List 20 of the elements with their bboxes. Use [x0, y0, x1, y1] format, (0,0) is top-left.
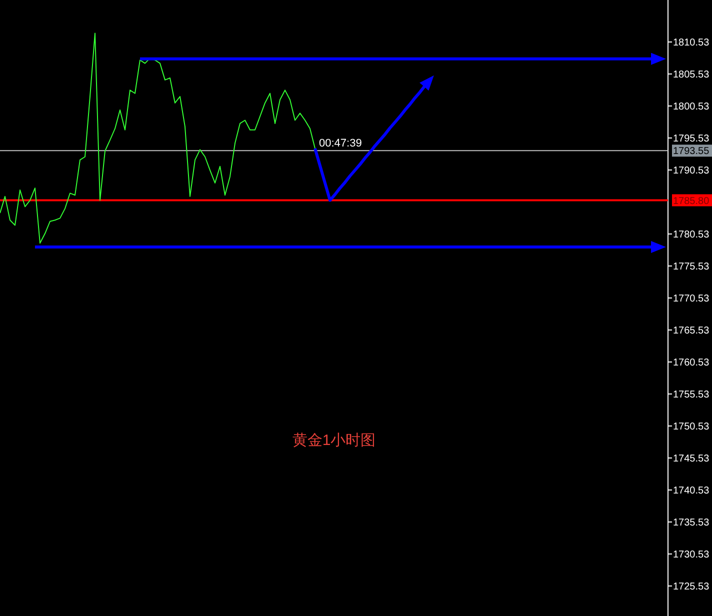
y-tick-label: 1730.53: [673, 549, 710, 560]
y-tick-label: 1795.53: [673, 133, 710, 144]
y-tick-label: 1805.53: [673, 69, 710, 80]
y-tick-label: 1755.53: [673, 389, 710, 400]
y-tick-label: 1790.53: [673, 165, 710, 176]
y-tick-label: 1725.53: [673, 581, 710, 592]
y-tick-label: 1760.53: [673, 357, 710, 368]
y-tick-label: 1800.53: [673, 101, 710, 112]
y-tick-label: 1745.53: [673, 453, 710, 464]
y-tick-label: 1775.53: [673, 261, 710, 272]
y-tick-label: 1740.53: [673, 485, 710, 496]
y-tick-label: 1735.53: [673, 517, 710, 528]
text: 黄金1小时图: [292, 432, 376, 449]
y-tick-label: 1780.53: [673, 229, 710, 240]
ref-line-label: 1785.80: [673, 196, 710, 207]
y-tick-label: 1770.53: [673, 293, 710, 304]
y-tick-label: 1750.53: [673, 421, 710, 432]
y-tick-label: 1765.53: [673, 325, 710, 336]
y-tick-label: 1810.53: [673, 37, 710, 48]
ref-line-label: 1793.55: [673, 146, 710, 158]
